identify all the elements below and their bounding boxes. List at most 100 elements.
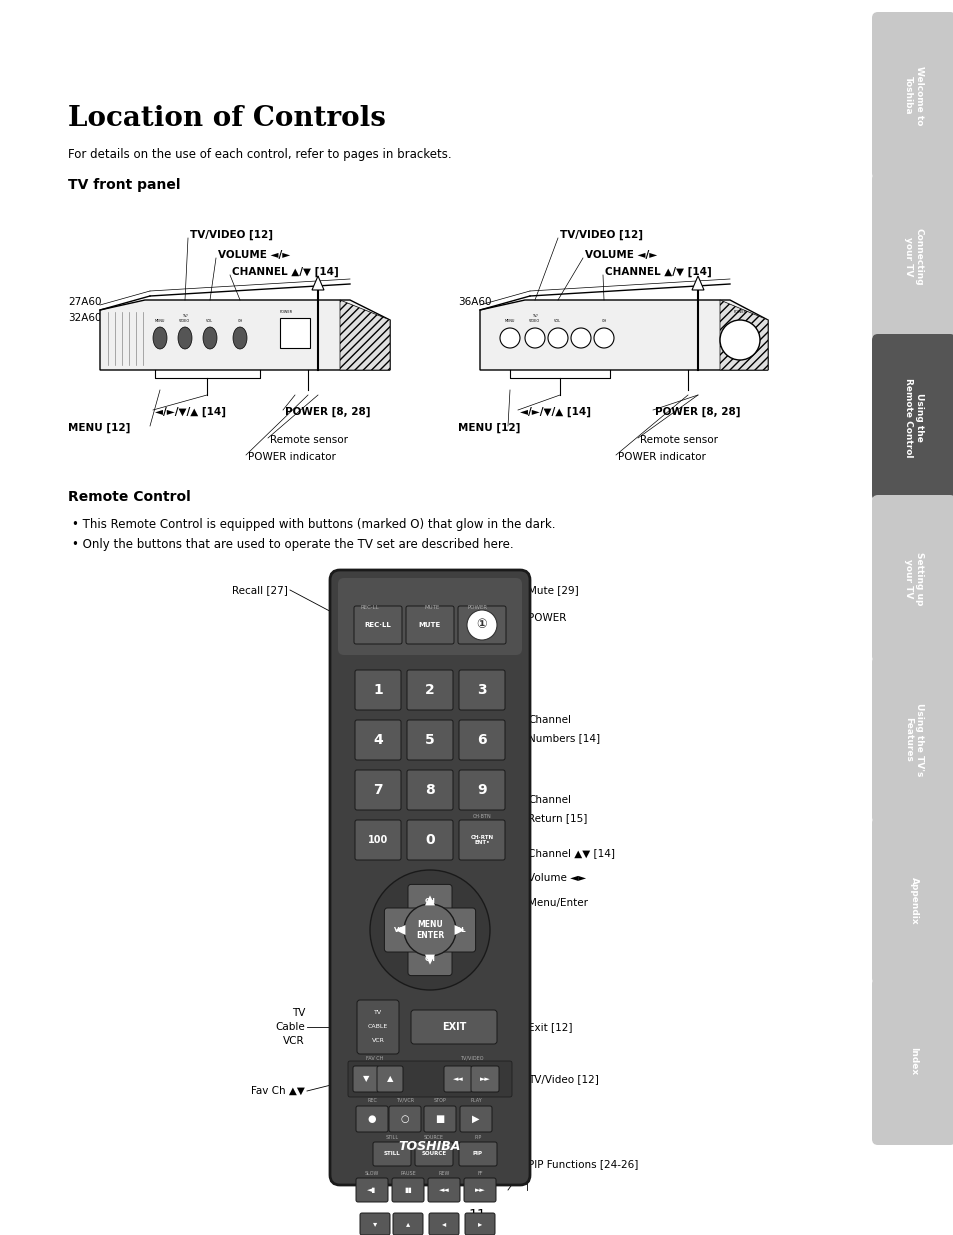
Text: 36A60: 36A60 [457, 296, 491, 308]
Text: CH: CH [424, 956, 435, 962]
Polygon shape [339, 300, 390, 370]
Text: VOL: VOL [451, 927, 466, 932]
Text: 1: 1 [373, 683, 382, 697]
Text: ▼: ▼ [362, 1074, 369, 1083]
FancyBboxPatch shape [457, 606, 505, 643]
Text: TV/VIDEO: TV/VIDEO [459, 1056, 483, 1061]
FancyBboxPatch shape [376, 1066, 402, 1092]
FancyBboxPatch shape [392, 1178, 423, 1202]
FancyBboxPatch shape [441, 908, 476, 952]
FancyBboxPatch shape [408, 884, 452, 919]
Text: TV/VIDEO [12]: TV/VIDEO [12] [190, 230, 273, 240]
FancyBboxPatch shape [458, 1142, 497, 1166]
FancyBboxPatch shape [355, 1178, 388, 1202]
Text: Numbers [14]: Numbers [14] [527, 734, 599, 743]
FancyBboxPatch shape [429, 1213, 458, 1235]
Text: 8: 8 [425, 783, 435, 797]
Circle shape [594, 329, 614, 348]
Text: 5: 5 [425, 734, 435, 747]
Text: Using the
Remote Control: Using the Remote Control [903, 378, 923, 457]
Polygon shape [395, 925, 405, 935]
Text: Remote sensor: Remote sensor [270, 435, 348, 445]
Circle shape [524, 329, 544, 348]
Text: MUTE: MUTE [418, 622, 440, 629]
Text: 32A60: 32A60 [68, 312, 101, 324]
Text: POWER: POWER [280, 310, 293, 314]
Text: Recall [27]: Recall [27] [232, 585, 288, 595]
Text: CABLE: CABLE [368, 1025, 388, 1030]
Text: MENU [12]: MENU [12] [457, 422, 519, 433]
Text: VOLUME ◄/►: VOLUME ◄/► [584, 249, 657, 261]
FancyBboxPatch shape [355, 1107, 388, 1132]
Text: ▸: ▸ [477, 1219, 481, 1229]
FancyBboxPatch shape [355, 820, 400, 860]
Text: ▴: ▴ [405, 1219, 410, 1229]
FancyBboxPatch shape [871, 656, 953, 823]
FancyBboxPatch shape [871, 978, 953, 1145]
Text: ▮▮: ▮▮ [404, 1187, 412, 1193]
Text: ◄◄: ◄◄ [452, 1076, 463, 1082]
Text: EXIT: EXIT [441, 1023, 466, 1032]
Text: 9: 9 [476, 783, 486, 797]
FancyBboxPatch shape [330, 571, 530, 1186]
Text: POWER: POWER [733, 310, 746, 314]
Text: ▾: ▾ [373, 1219, 376, 1229]
Text: ■: ■ [435, 1114, 444, 1124]
Text: ◄/►/▼/▲ [14]: ◄/►/▼/▲ [14] [519, 406, 590, 417]
Circle shape [547, 329, 567, 348]
Text: TV: TV [292, 1008, 305, 1018]
FancyBboxPatch shape [871, 495, 953, 662]
Text: Fav Ch ▲▼: Fav Ch ▲▼ [251, 1086, 305, 1095]
Circle shape [403, 904, 456, 956]
Polygon shape [312, 275, 324, 290]
Text: Appendix: Appendix [908, 877, 918, 924]
Text: 100: 100 [368, 835, 388, 845]
Bar [280, 317, 310, 348]
FancyBboxPatch shape [411, 1010, 497, 1044]
FancyBboxPatch shape [393, 1213, 422, 1235]
Text: PIP: PIP [474, 1135, 481, 1140]
FancyBboxPatch shape [871, 818, 953, 984]
Text: REC: REC [367, 1098, 376, 1103]
Text: VOL: VOL [394, 927, 409, 932]
Text: SLOW: SLOW [364, 1171, 378, 1176]
Text: POWER indicator: POWER indicator [618, 452, 705, 462]
Text: ►►: ►► [475, 1187, 485, 1193]
FancyBboxPatch shape [458, 820, 504, 860]
FancyBboxPatch shape [373, 1142, 411, 1166]
Text: MENU: MENU [504, 319, 515, 324]
FancyBboxPatch shape [356, 1000, 398, 1053]
Text: 7: 7 [373, 783, 382, 797]
Text: PIP: PIP [473, 1151, 482, 1156]
Text: FF: FF [476, 1171, 482, 1176]
Text: TV front panel: TV front panel [68, 178, 180, 191]
FancyBboxPatch shape [359, 1213, 390, 1235]
Text: • This Remote Control is equipped with buttons (marked O) that glow in the dark.: • This Remote Control is equipped with b… [71, 517, 555, 531]
Text: VCR: VCR [283, 1036, 305, 1046]
FancyBboxPatch shape [458, 769, 504, 810]
Text: CH: CH [424, 898, 435, 904]
Ellipse shape [152, 327, 167, 350]
FancyBboxPatch shape [355, 769, 400, 810]
Polygon shape [691, 275, 703, 290]
Circle shape [370, 869, 490, 990]
Polygon shape [100, 300, 390, 370]
Text: MENU [12]: MENU [12] [68, 422, 131, 433]
Text: TV: TV [374, 1010, 381, 1015]
Ellipse shape [178, 327, 192, 350]
Text: VOL: VOL [554, 319, 561, 324]
FancyBboxPatch shape [443, 1066, 472, 1092]
Circle shape [720, 320, 760, 359]
Text: PAUSE: PAUSE [399, 1171, 416, 1176]
Text: STILL: STILL [383, 1151, 400, 1156]
Polygon shape [720, 300, 767, 370]
Text: Volume ◄►: Volume ◄► [527, 873, 585, 883]
FancyBboxPatch shape [415, 1142, 453, 1166]
Ellipse shape [203, 327, 216, 350]
Text: VOL: VOL [206, 319, 213, 324]
Text: Channel: Channel [527, 795, 571, 805]
Text: ►►: ►► [479, 1076, 490, 1082]
FancyBboxPatch shape [384, 908, 418, 952]
Text: REC·LL: REC·LL [364, 622, 391, 629]
FancyBboxPatch shape [871, 173, 953, 340]
